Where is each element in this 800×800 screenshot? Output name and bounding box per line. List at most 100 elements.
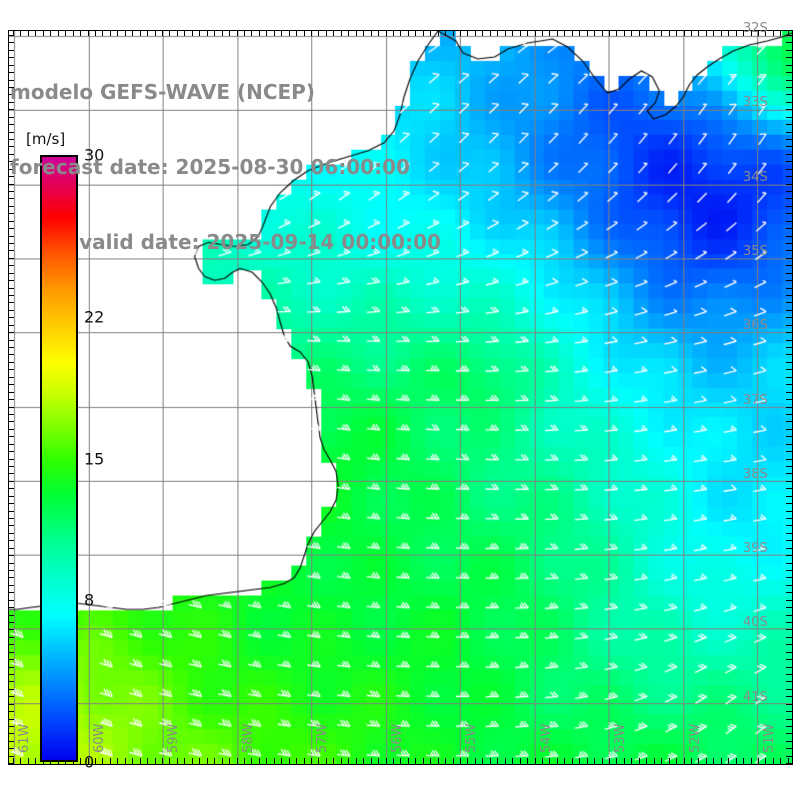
lon-label-53w: 53W bbox=[613, 723, 628, 753]
tick-bottom bbox=[609, 758, 610, 765]
tick-left bbox=[8, 42, 14, 43]
tick-bottom bbox=[646, 758, 647, 765]
lat-label-35s: 35S bbox=[743, 244, 768, 259]
tick-right bbox=[786, 592, 793, 593]
tick-top bbox=[65, 30, 66, 36]
tick-right bbox=[786, 451, 793, 452]
tick-left bbox=[8, 236, 14, 237]
tick-right bbox=[786, 570, 793, 571]
tick-top bbox=[438, 30, 439, 36]
tick-bottom bbox=[698, 758, 699, 765]
tick-right bbox=[786, 629, 793, 630]
tick-top bbox=[304, 30, 305, 36]
tick-bottom bbox=[237, 758, 238, 765]
tick-top bbox=[408, 30, 409, 36]
tick-right bbox=[786, 622, 793, 623]
tick-left bbox=[8, 503, 14, 504]
tick-left bbox=[8, 407, 14, 408]
tick-top bbox=[482, 30, 483, 36]
tick-left bbox=[8, 667, 14, 668]
tick-left bbox=[8, 362, 14, 363]
tick-top bbox=[289, 30, 290, 36]
tick-top bbox=[259, 30, 260, 36]
tick-right bbox=[786, 525, 793, 526]
tick-top bbox=[140, 30, 141, 36]
tick-bottom bbox=[408, 758, 409, 765]
tick-top bbox=[415, 30, 416, 36]
tick-bottom bbox=[214, 758, 215, 765]
tick-top bbox=[35, 30, 36, 36]
tick-top bbox=[721, 30, 722, 36]
tick-right bbox=[786, 332, 793, 333]
tick-left bbox=[8, 689, 14, 690]
tick-top bbox=[43, 30, 44, 36]
tick-right bbox=[786, 109, 793, 110]
tick-bottom bbox=[713, 758, 714, 765]
tick-left bbox=[8, 295, 14, 296]
tick-top bbox=[58, 30, 59, 36]
tick-bottom bbox=[155, 758, 156, 765]
tick-left bbox=[8, 763, 14, 764]
lon-label-59w: 59W bbox=[166, 723, 181, 753]
tick-bottom bbox=[348, 758, 349, 765]
tick-right bbox=[786, 154, 793, 155]
tick-bottom bbox=[587, 758, 588, 765]
tick-bottom bbox=[162, 758, 163, 765]
tick-left bbox=[8, 748, 14, 749]
tick-bottom bbox=[706, 758, 707, 765]
tick-top bbox=[162, 30, 163, 36]
tick-left bbox=[8, 280, 14, 281]
lon-label-58w: 58W bbox=[241, 723, 256, 753]
tick-left bbox=[8, 384, 14, 385]
tick-right bbox=[786, 265, 793, 266]
tick-bottom bbox=[102, 758, 103, 765]
tick-top bbox=[557, 30, 558, 36]
tick-left bbox=[8, 340, 14, 341]
tick-left bbox=[8, 711, 14, 712]
tick-right bbox=[786, 667, 793, 668]
tick-right bbox=[786, 146, 793, 147]
tick-top bbox=[751, 30, 752, 36]
tick-bottom bbox=[13, 758, 14, 765]
tick-bottom bbox=[758, 758, 759, 765]
tick-right bbox=[786, 548, 793, 549]
tick-left bbox=[8, 525, 14, 526]
tick-bottom bbox=[259, 758, 260, 765]
tick-top bbox=[654, 30, 655, 36]
tick-bottom bbox=[95, 758, 96, 765]
tick-top bbox=[296, 30, 297, 36]
tick-top bbox=[765, 30, 766, 36]
colorbar-gradient bbox=[40, 155, 78, 762]
tick-bottom bbox=[169, 758, 170, 765]
tick-top bbox=[624, 30, 625, 36]
tick-right bbox=[786, 347, 793, 348]
tick-top bbox=[512, 30, 513, 36]
colorbar-tick-22: 22 bbox=[84, 307, 105, 327]
tick-right bbox=[786, 652, 793, 653]
tick-right bbox=[786, 221, 793, 222]
tick-left bbox=[8, 146, 14, 147]
tick-left bbox=[8, 302, 14, 303]
tick-top bbox=[594, 30, 595, 36]
tick-right bbox=[786, 555, 793, 556]
tick-right bbox=[786, 236, 793, 237]
tick-right bbox=[786, 354, 793, 355]
tick-bottom bbox=[542, 758, 543, 765]
tick-bottom bbox=[400, 758, 401, 765]
tick-right bbox=[786, 132, 793, 133]
tick-left bbox=[8, 436, 14, 437]
tick-left bbox=[8, 652, 14, 653]
lon-label-60w: 60W bbox=[92, 723, 107, 753]
tick-left bbox=[8, 317, 14, 318]
tick-bottom bbox=[743, 758, 744, 765]
tick-top bbox=[169, 30, 170, 36]
tick-left bbox=[8, 347, 14, 348]
tick-bottom bbox=[602, 758, 603, 765]
tick-bottom bbox=[192, 758, 193, 765]
tick-left bbox=[8, 369, 14, 370]
tick-right bbox=[786, 161, 793, 162]
colorbar-tick-0: 0 bbox=[84, 752, 95, 772]
tick-top bbox=[728, 30, 729, 36]
tick-left bbox=[8, 198, 14, 199]
tick-left bbox=[8, 94, 14, 95]
